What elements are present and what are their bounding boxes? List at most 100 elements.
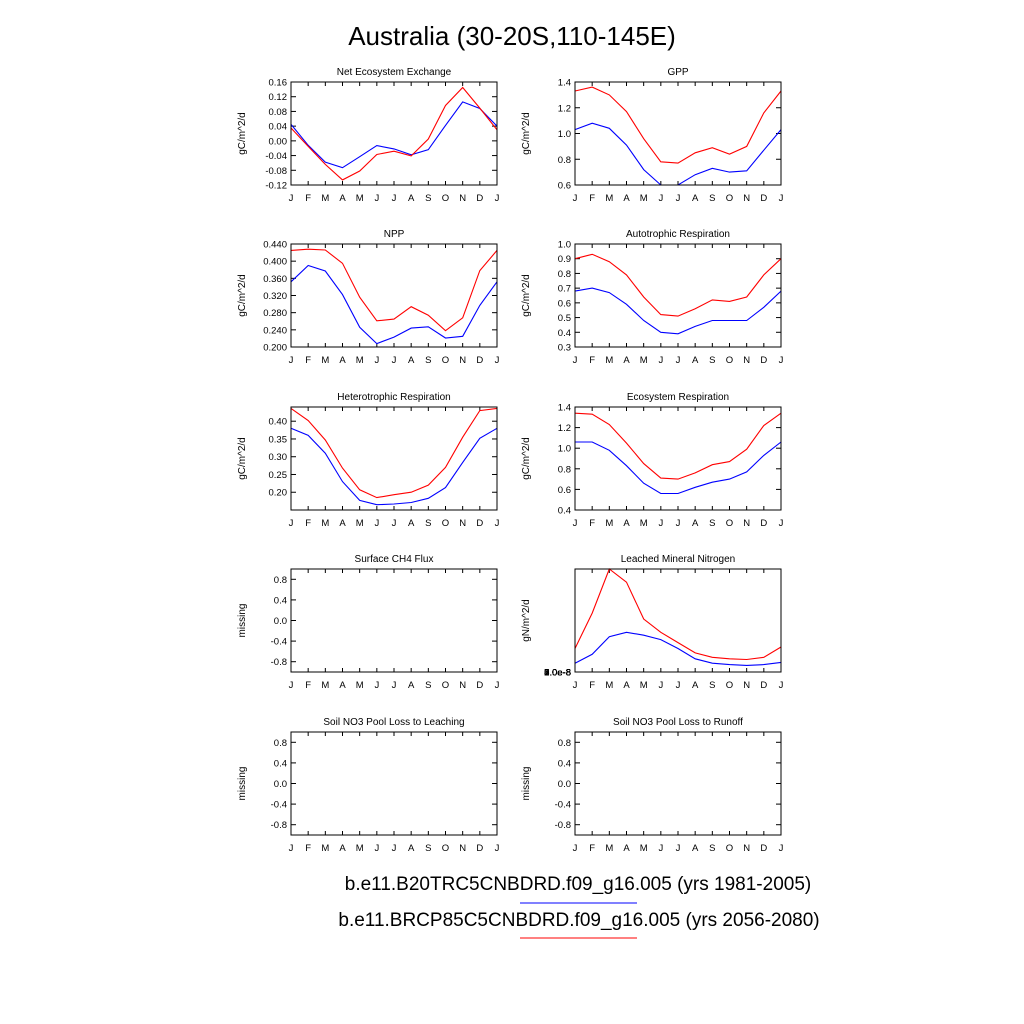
series-line <box>290 86 498 181</box>
x-tick-label: M <box>356 518 364 529</box>
x-tick-label: N <box>743 355 750 366</box>
x-tick-label: M <box>321 680 329 691</box>
x-tick-label: J <box>289 355 294 366</box>
x-tick-label: A <box>339 355 346 366</box>
series-line <box>575 441 782 495</box>
y-tick-label: -0.12 <box>265 181 287 192</box>
x-tick-label: J <box>392 518 397 529</box>
x-tick-label: M <box>605 193 613 204</box>
plot-frame <box>290 568 498 673</box>
x-tick-label: J <box>573 193 578 204</box>
x-tick-label: S <box>709 518 715 529</box>
plot-frame <box>574 568 782 673</box>
chart-title: Heterotrophic Respiration <box>337 392 450 403</box>
y-axis-label: gC/m^2/d <box>521 112 532 155</box>
x-tick-label: A <box>408 843 415 854</box>
x-tick-label: J <box>392 680 397 691</box>
x-tick-label: N <box>459 193 466 204</box>
y-tick-label: 0.7 <box>558 284 571 295</box>
y-tick-label: -0.4 <box>555 800 571 811</box>
plot-frame <box>574 406 782 511</box>
x-tick-label: J <box>573 843 578 854</box>
x-tick-label: M <box>605 518 613 529</box>
x-tick-label: N <box>743 518 750 529</box>
x-tick-label: O <box>726 680 733 691</box>
y-tick-label: 0.8 <box>558 155 571 166</box>
x-tick-label: J <box>374 680 379 691</box>
y-tick-label: 0.240 <box>263 325 287 336</box>
x-tick-label: J <box>374 518 379 529</box>
x-tick-label: M <box>356 843 364 854</box>
x-tick-label: O <box>442 843 449 854</box>
x-tick-label: A <box>408 193 415 204</box>
y-axis-label: gC/m^2/d <box>521 437 532 480</box>
x-tick-label: J <box>495 680 500 691</box>
x-tick-label: F <box>589 843 595 854</box>
y-tick-label: 2.0e-8 <box>544 668 571 679</box>
y-tick-label: 0.0e-8 <box>544 668 571 679</box>
chart-title: Soil NO3 Pool Loss to Leaching <box>323 717 464 728</box>
x-tick-label: A <box>408 518 415 529</box>
y-tick-label: 6.0e-8 <box>544 668 571 679</box>
x-tick-label: A <box>623 518 630 529</box>
y-tick-label: -0.8 <box>271 657 287 668</box>
x-tick-label: N <box>743 843 750 854</box>
x-tick-label: S <box>425 843 431 854</box>
x-tick-label: N <box>459 680 466 691</box>
x-tick-label: S <box>425 680 431 691</box>
x-tick-label: J <box>392 193 397 204</box>
x-tick-label: F <box>305 355 311 366</box>
x-tick-label: M <box>356 355 364 366</box>
y-tick-label: 7.0e-8 <box>544 668 571 679</box>
y-tick-label: 0.4 <box>558 758 571 769</box>
x-tick-label: O <box>442 193 449 204</box>
x-tick-label: M <box>640 518 648 529</box>
chart-title: GPP <box>667 67 688 78</box>
y-tick-label: 0.20 <box>269 488 288 499</box>
series-line <box>290 264 498 345</box>
x-tick-label: F <box>305 680 311 691</box>
y-tick-label: 1.0e-8 <box>544 668 571 679</box>
x-tick-label: J <box>495 518 500 529</box>
y-tick-label: 0.40 <box>269 417 288 428</box>
series-line <box>574 631 782 666</box>
x-tick-label: J <box>495 355 500 366</box>
y-tick-label: 0.4 <box>274 758 287 769</box>
y-tick-label: 1.2 <box>558 103 571 114</box>
x-tick-label: J <box>779 843 784 854</box>
y-tick-label: 0.25 <box>269 470 288 481</box>
y-tick-label: 0.360 <box>263 274 287 285</box>
x-tick-label: O <box>726 843 733 854</box>
series-line <box>574 122 782 186</box>
x-tick-label: J <box>779 355 784 366</box>
y-tick-label: 0.3 <box>558 343 571 354</box>
x-tick-label: F <box>589 193 595 204</box>
x-tick-label: S <box>425 355 431 366</box>
y-tick-label: 0.16 <box>269 78 288 89</box>
x-tick-label: D <box>760 193 767 204</box>
y-tick-label: -0.8 <box>271 820 287 831</box>
y-tick-label: 1.0 <box>558 240 571 251</box>
x-tick-label: D <box>476 843 483 854</box>
x-tick-label: F <box>589 518 595 529</box>
x-tick-label: A <box>339 518 346 529</box>
series-line <box>290 101 498 169</box>
x-tick-label: A <box>623 843 630 854</box>
x-tick-label: J <box>374 843 379 854</box>
chart-title: Net Ecosystem Exchange <box>337 67 452 78</box>
y-tick-label: 0.440 <box>263 240 287 251</box>
x-tick-label: A <box>692 193 699 204</box>
x-tick-label: M <box>356 680 364 691</box>
x-tick-label: J <box>495 193 500 204</box>
plot-frame <box>290 731 498 836</box>
x-tick-label: J <box>676 843 681 854</box>
x-tick-label: D <box>760 355 767 366</box>
x-tick-label: M <box>321 843 329 854</box>
x-tick-label: M <box>640 355 648 366</box>
x-tick-label: F <box>305 843 311 854</box>
x-tick-label: J <box>573 680 578 691</box>
x-tick-label: J <box>573 355 578 366</box>
